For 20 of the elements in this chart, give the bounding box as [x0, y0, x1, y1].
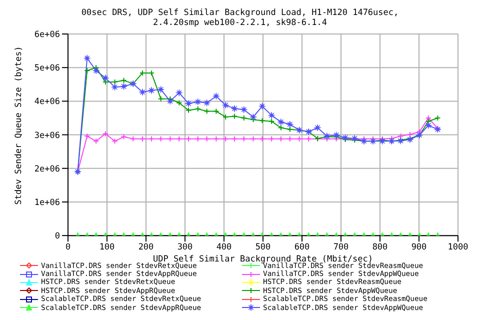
y-tick-label: 5e+06 — [34, 64, 60, 74]
x-tick-label: 500 — [255, 242, 271, 253]
x-tick-label: 0 — [65, 242, 71, 253]
y-axis-title: Stdev Sender Queue Size (bytes) — [14, 46, 24, 205]
x-tick-label: 600 — [294, 242, 310, 253]
x-tick-label: 1000 — [448, 242, 468, 253]
y-tick-label: 4e+06 — [34, 97, 60, 108]
y-tick-label: 0 — [54, 232, 60, 242]
x-tick-label: 700 — [333, 242, 349, 253]
x-tick-label: 400 — [216, 242, 232, 253]
x-tick-label: 100 — [99, 242, 115, 253]
y-tick-label: 3e+06 — [34, 130, 60, 141]
x-tick-label: 900 — [411, 242, 427, 253]
x-tick-label: 200 — [138, 242, 154, 253]
y-tick-label: 2e+06 — [34, 164, 60, 174]
x-tick-label: 800 — [372, 242, 388, 253]
y-tick-label: 1e+06 — [34, 198, 60, 208]
y-tick-label: 6e+06 — [34, 30, 60, 40]
x-tick-label: 300 — [177, 242, 193, 253]
chart-title: 00sec DRS, UDP Self Similar Background Load, H1-M120 1476usec, 2.4.20smp web100-2.2.1, sk98-6.1.4 — [80, 8, 400, 28]
